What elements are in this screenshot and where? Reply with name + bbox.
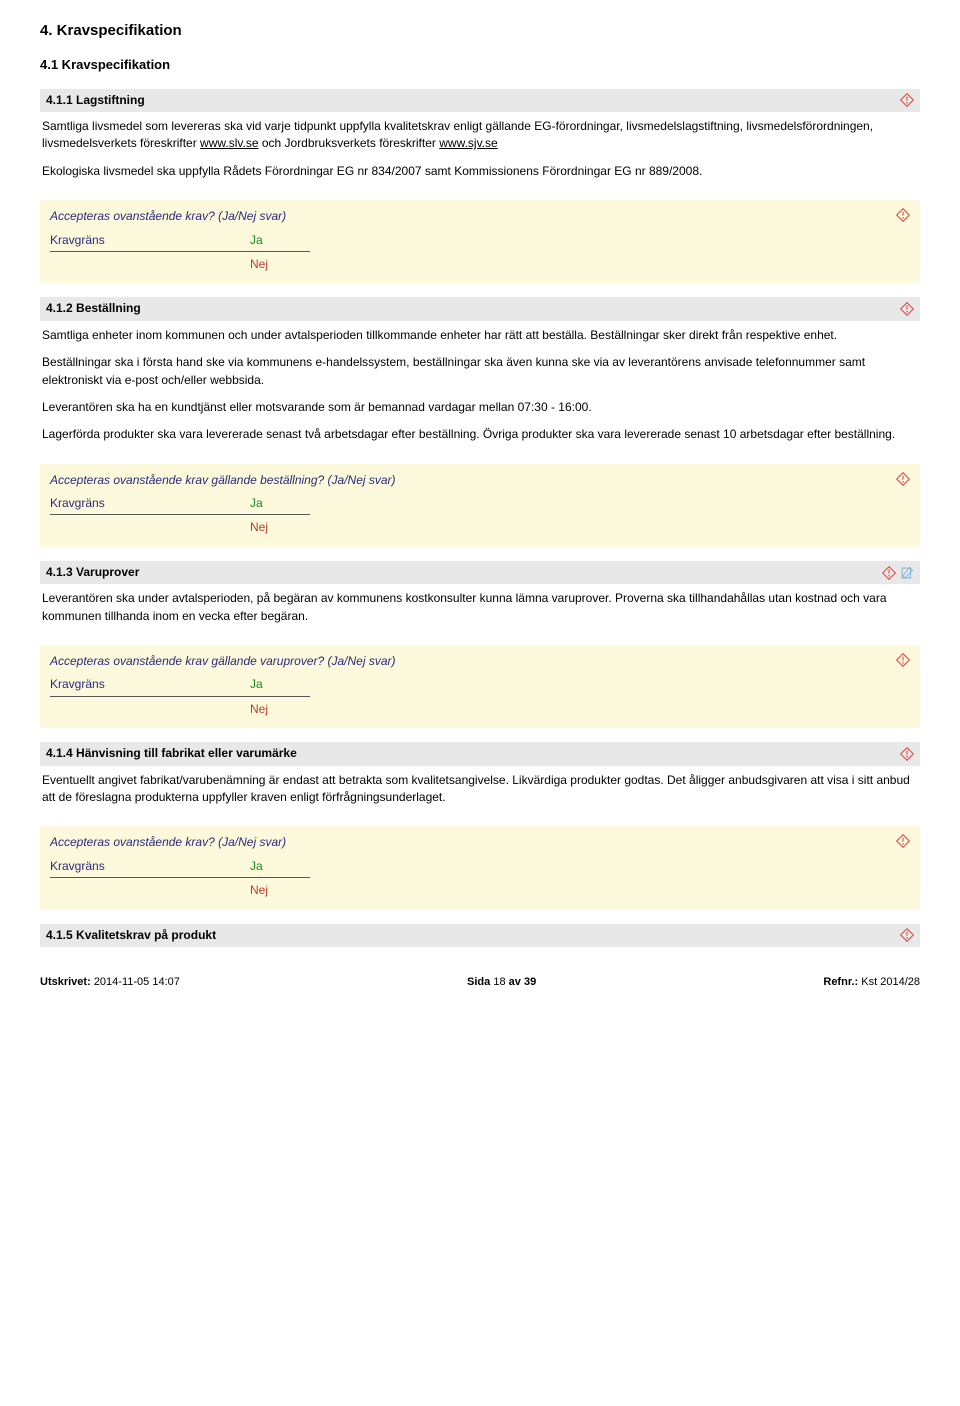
- section-header: 4.1.1 Lagstiftning: [40, 89, 920, 112]
- page-heading-2: 4.1 Kravspecifikation: [40, 56, 920, 75]
- warning-icon: [896, 208, 910, 222]
- answer-ja: Ja: [250, 858, 263, 875]
- footer-mid-label: Sida: [467, 976, 490, 988]
- section-body: Leverantören ska under avtalsperioden, p…: [40, 590, 920, 639]
- footer-mid-sep: av: [509, 976, 521, 988]
- answer-ja: Ja: [250, 676, 263, 693]
- answer-nej: Nej: [250, 882, 896, 899]
- footer-left: Utskrivet: 2014-11-05 14:07: [40, 975, 180, 991]
- answer-nej: Nej: [250, 519, 896, 536]
- section-body: Samtliga enheter inom kommunen och under…: [40, 327, 920, 458]
- warning-icon: [900, 928, 914, 942]
- warning-icon: [900, 93, 914, 107]
- section-icons: [900, 928, 914, 942]
- section-header: 4.1.4 Hänvisning till fabrikat eller var…: [40, 742, 920, 765]
- footer-left-label: Utskrivet:: [40, 976, 91, 988]
- answer-question: Accepteras ovanstående krav? (Ja/Nej sva…: [50, 834, 896, 851]
- section-paragraph: Leverantören ska ha en kundtjänst eller …: [42, 399, 918, 416]
- answer-box: Accepteras ovanstående krav gällande bes…: [40, 464, 920, 547]
- footer-right-label: Refnr.:: [823, 976, 858, 988]
- warning-icon: [896, 834, 910, 848]
- section-paragraph: Leverantören ska under avtalsperioden, p…: [42, 590, 918, 625]
- answer-box: Accepteras ovanstående krav gällande var…: [40, 645, 920, 728]
- footer-mid-page: 18: [493, 976, 505, 988]
- footer-mid: Sida 18 av 39: [467, 975, 536, 991]
- warning-icon: [896, 653, 910, 667]
- answer-box: Accepteras ovanstående krav? (Ja/Nej sva…: [40, 826, 920, 909]
- section-paragraph: Beställningar ska i första hand ske via …: [42, 354, 918, 389]
- warning-icon: [896, 472, 910, 486]
- footer-right-value: Kst 2014/28: [861, 976, 920, 988]
- kravgrans-label: Kravgräns: [50, 232, 250, 249]
- answer-nej: Nej: [250, 701, 896, 718]
- section-paragraph: Lagerförda produkter ska vara levererade…: [42, 426, 918, 443]
- section-header: 4.1.2 Beställning: [40, 297, 920, 320]
- kravgrans-label: Kravgräns: [50, 676, 250, 693]
- section-header: 4.1.3 Varuprover: [40, 561, 920, 584]
- kravgrans-row: KravgränsJa: [50, 858, 310, 878]
- section-body: Samtliga livsmedel som levereras ska vid…: [40, 118, 920, 194]
- inline-link[interactable]: www.slv.se: [200, 136, 258, 150]
- answer-nej: Nej: [250, 256, 896, 273]
- kravgrans-label: Kravgräns: [50, 858, 250, 875]
- section-icons: [900, 302, 914, 316]
- section-title: 4.1.3 Varuprover: [46, 564, 139, 581]
- section-header: 4.1.5 Kvalitetskrav på produkt: [40, 924, 920, 947]
- footer-right: Refnr.: Kst 2014/28: [823, 975, 920, 991]
- section-icons: [882, 566, 914, 580]
- warning-icon: [882, 566, 896, 580]
- section-title: 4.1.2 Beställning: [46, 300, 141, 317]
- kravgrans-row: KravgränsJa: [50, 232, 310, 252]
- section-body: Eventuellt angivet fabrikat/varubenämnin…: [40, 772, 920, 821]
- section-title: 4.1.4 Hänvisning till fabrikat eller var…: [46, 745, 297, 762]
- answer-ja: Ja: [250, 495, 263, 512]
- inline-link[interactable]: www.sjv.se: [439, 136, 497, 150]
- section-paragraph: Eventuellt angivet fabrikat/varubenämnin…: [42, 772, 918, 807]
- section-paragraph: Samtliga livsmedel som levereras ska vid…: [42, 118, 918, 153]
- warning-icon: [900, 747, 914, 761]
- answer-question: Accepteras ovanstående krav gällande bes…: [50, 472, 896, 489]
- footer-mid-total: 39: [524, 976, 536, 988]
- footer-left-value: 2014-11-05 14:07: [94, 976, 180, 988]
- section-paragraph: Ekologiska livsmedel ska uppfylla Rådets…: [42, 163, 918, 180]
- kravgrans-label: Kravgräns: [50, 495, 250, 512]
- kravgrans-row: KravgränsJa: [50, 495, 310, 515]
- section-title: 4.1.5 Kvalitetskrav på produkt: [46, 927, 216, 944]
- edit-icon: [900, 566, 914, 580]
- section-title: 4.1.1 Lagstiftning: [46, 92, 145, 109]
- section-icons: [900, 93, 914, 107]
- answer-question: Accepteras ovanstående krav gällande var…: [50, 653, 896, 670]
- section-paragraph: Samtliga enheter inom kommunen och under…: [42, 327, 918, 344]
- answer-question: Accepteras ovanstående krav? (Ja/Nej sva…: [50, 208, 896, 225]
- page-footer: Utskrivet: 2014-11-05 14:07 Sida 18 av 3…: [40, 975, 920, 991]
- page-heading-1: 4. Kravspecifikation: [40, 20, 920, 42]
- answer-ja: Ja: [250, 232, 263, 249]
- warning-icon: [900, 302, 914, 316]
- kravgrans-row: KravgränsJa: [50, 676, 310, 696]
- answer-box: Accepteras ovanstående krav? (Ja/Nej sva…: [40, 200, 920, 283]
- section-icons: [900, 747, 914, 761]
